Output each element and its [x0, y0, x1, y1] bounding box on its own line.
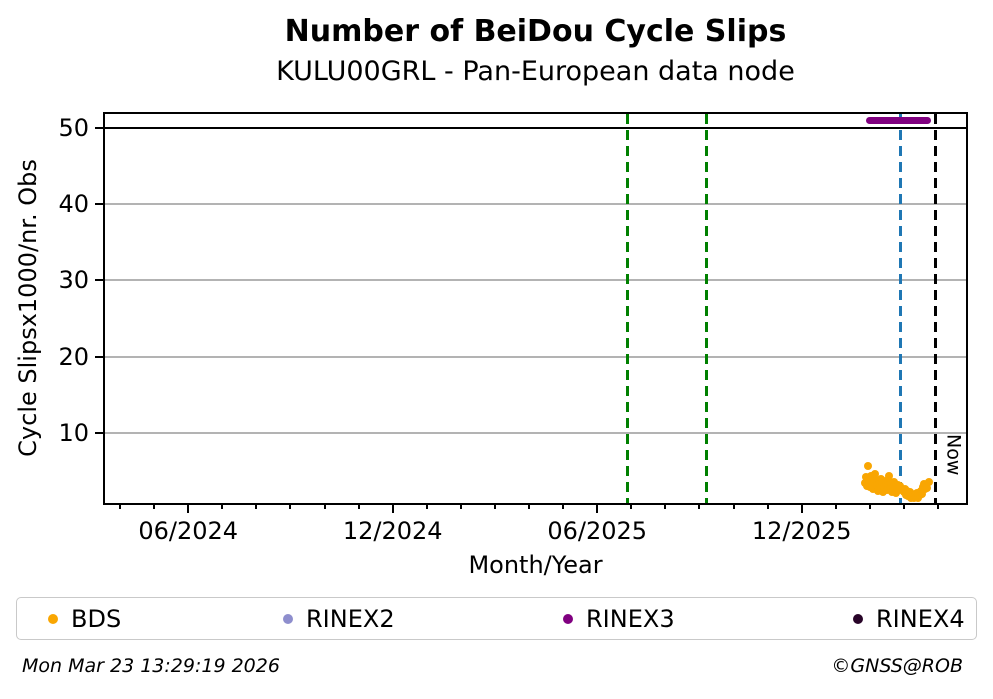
rinex2-marker-icon — [283, 613, 293, 624]
y-tick-label: 50 — [58, 113, 89, 142]
y-tick — [95, 203, 103, 205]
y-axis-label: Cycle Slipsx1000/nr. Obs — [14, 159, 42, 457]
copyright-note: ©GNSS@ROB — [831, 655, 963, 677]
x-minor-tick — [493, 503, 496, 509]
legend-item-bds: BDS — [48, 598, 121, 639]
x-minor-tick — [902, 503, 905, 509]
x-minor-tick — [664, 503, 667, 509]
x-minor-tick — [562, 503, 565, 509]
y-gridline — [105, 203, 966, 205]
x-minor-tick — [153, 503, 156, 509]
y-tick — [95, 126, 103, 129]
y-tick-label: 10 — [58, 418, 89, 447]
x-minor-tick — [255, 503, 258, 509]
x-minor-tick — [323, 503, 326, 509]
bds-marker-icon — [48, 613, 58, 624]
x-tick-label: 12/2025 — [751, 517, 852, 545]
y-tick-label: 20 — [58, 342, 89, 371]
x-minor-tick — [937, 503, 939, 509]
x-minor-tick — [766, 503, 769, 509]
green-dashed-vline-1 — [625, 114, 629, 503]
x-minor-tick — [289, 503, 292, 509]
bds-point — [917, 489, 926, 498]
x-minor-tick — [834, 503, 837, 509]
y-tick — [95, 431, 103, 434]
x-minor-tick — [459, 503, 462, 509]
now-dashed-vline — [934, 114, 937, 503]
bds-point — [864, 462, 873, 471]
x-minor-tick — [630, 503, 633, 509]
bds-point — [896, 482, 905, 491]
y-tick-label: 40 — [58, 190, 89, 218]
x-minor-tick — [221, 503, 224, 509]
now-label: Now — [942, 434, 965, 476]
x-major-tick — [596, 503, 599, 513]
x-axis-label: Month/Year — [468, 551, 603, 579]
x-tick-label: 12/2024 — [342, 517, 443, 545]
bds-point — [924, 478, 933, 487]
bds-point — [865, 476, 874, 485]
rinex3-line-segment — [865, 116, 931, 124]
plot-area: Now 10 20 30 40 50 06/2024 12/2024 06/2025 12/202… — [58, 112, 968, 545]
x-major-tick — [187, 503, 190, 513]
legend: BDS RINEX2 RINEX3 RINEX4 — [16, 597, 977, 640]
y-tick-label: 30 — [58, 266, 89, 295]
y-tick — [95, 355, 103, 358]
bds-point — [894, 486, 903, 495]
rinex3-marker-icon — [563, 613, 573, 624]
x-minor-tick — [119, 503, 122, 509]
x-minor-tick — [528, 503, 531, 509]
plot-timestamp: Mon Mar 23 13:29:19 2026 — [22, 655, 280, 677]
x-minor-tick — [425, 503, 428, 509]
bds-point — [884, 472, 893, 481]
x-major-tick — [391, 503, 394, 513]
legend-item-rinex4: RINEX4 — [853, 598, 965, 639]
rinex4-marker-icon — [853, 613, 863, 624]
x-major-tick — [800, 503, 803, 513]
bds-point — [881, 476, 890, 485]
blue-dashed-vline — [898, 114, 902, 503]
bds-point — [871, 470, 880, 479]
legend-label-rinex3: RINEX3 — [586, 604, 675, 633]
y-gridline — [105, 279, 966, 282]
green-dashed-vline-2 — [704, 114, 708, 503]
x-tick-label: 06/2025 — [547, 517, 648, 545]
bds-point — [868, 480, 877, 489]
y-tick — [95, 279, 103, 282]
y-gridline — [105, 355, 966, 358]
legend-item-rinex3: RINEX3 — [563, 598, 675, 639]
bds-point — [875, 483, 884, 492]
x-minor-tick — [868, 503, 871, 509]
chart-title: Number of BeiDou Cycle Slips — [284, 14, 787, 49]
bds-point — [869, 485, 878, 494]
x-minor-tick — [357, 503, 360, 509]
bds-point — [870, 475, 879, 484]
legend-label-rinex4: RINEX4 — [876, 604, 965, 633]
legend-item-rinex2: RINEX2 — [283, 598, 395, 639]
x-tick-label: 06/2024 — [138, 517, 239, 545]
x-minor-tick — [732, 503, 735, 509]
bds-point — [923, 483, 932, 492]
threshold-line-50 — [105, 126, 966, 129]
legend-label-bds: BDS — [71, 604, 122, 633]
y-gridline — [105, 431, 966, 434]
legend-label-rinex2: RINEX2 — [306, 604, 395, 633]
chart-subtitle: KULU00GRL - Pan-European data node — [276, 56, 795, 87]
x-minor-tick — [698, 503, 701, 509]
